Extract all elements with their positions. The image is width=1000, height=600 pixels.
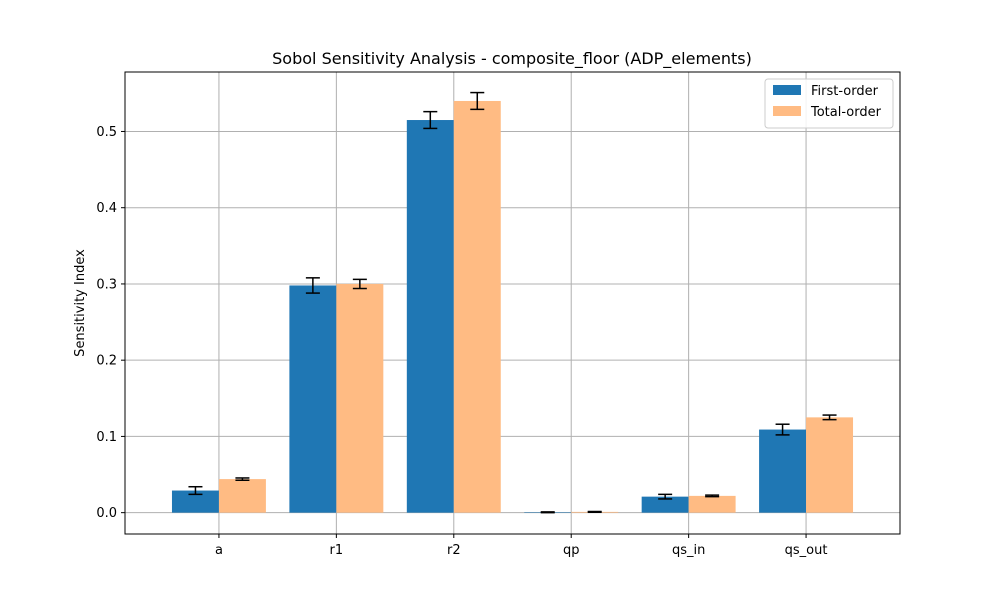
total-order-bar bbox=[218, 479, 266, 513]
error-bars bbox=[188, 91, 837, 514]
first-order-bar bbox=[171, 490, 219, 513]
x-tick-label: r2 bbox=[447, 543, 461, 558]
x-tick-label: qp bbox=[563, 543, 580, 558]
total-order-bar bbox=[688, 495, 736, 513]
y-tick-label: 0.1 bbox=[96, 430, 117, 445]
x-tick-label: qs_out bbox=[785, 543, 828, 558]
legend-swatch bbox=[773, 106, 801, 116]
axis-ticks: a r1 r2 qp qs_in qs_out 0.0 0.1 0.2 0.3 0.4 0.5 bbox=[96, 125, 827, 558]
total-order-bar bbox=[336, 283, 384, 513]
total-order-bar bbox=[453, 100, 501, 513]
first-order-bar bbox=[289, 285, 337, 513]
bars bbox=[171, 100, 854, 513]
y-axis-label: Sensitivity Index bbox=[73, 249, 88, 357]
y-tick-label: 0.2 bbox=[96, 354, 117, 369]
total-order-bar bbox=[806, 417, 854, 513]
x-tick-label: a bbox=[215, 543, 223, 558]
x-tick-label: r1 bbox=[330, 543, 344, 558]
chart-title: Sobol Sensitivity Analysis - composite_f… bbox=[272, 49, 752, 69]
first-order-bar bbox=[641, 496, 689, 513]
first-order-bar bbox=[406, 120, 454, 513]
y-tick-label: 0.5 bbox=[96, 125, 117, 140]
legend-label: First-order bbox=[811, 84, 879, 99]
y-tick-label: 0.4 bbox=[96, 201, 117, 216]
y-tick-label: 0.0 bbox=[96, 506, 117, 521]
plot-frame bbox=[124, 71, 901, 535]
legend: First-order Total-order bbox=[764, 78, 894, 129]
x-tick-label: qs_in bbox=[672, 543, 705, 558]
legend-swatch bbox=[773, 85, 801, 95]
first-order-bar bbox=[759, 429, 807, 513]
legend-label: Total-order bbox=[810, 105, 882, 120]
y-tick-label: 0.3 bbox=[96, 277, 117, 292]
